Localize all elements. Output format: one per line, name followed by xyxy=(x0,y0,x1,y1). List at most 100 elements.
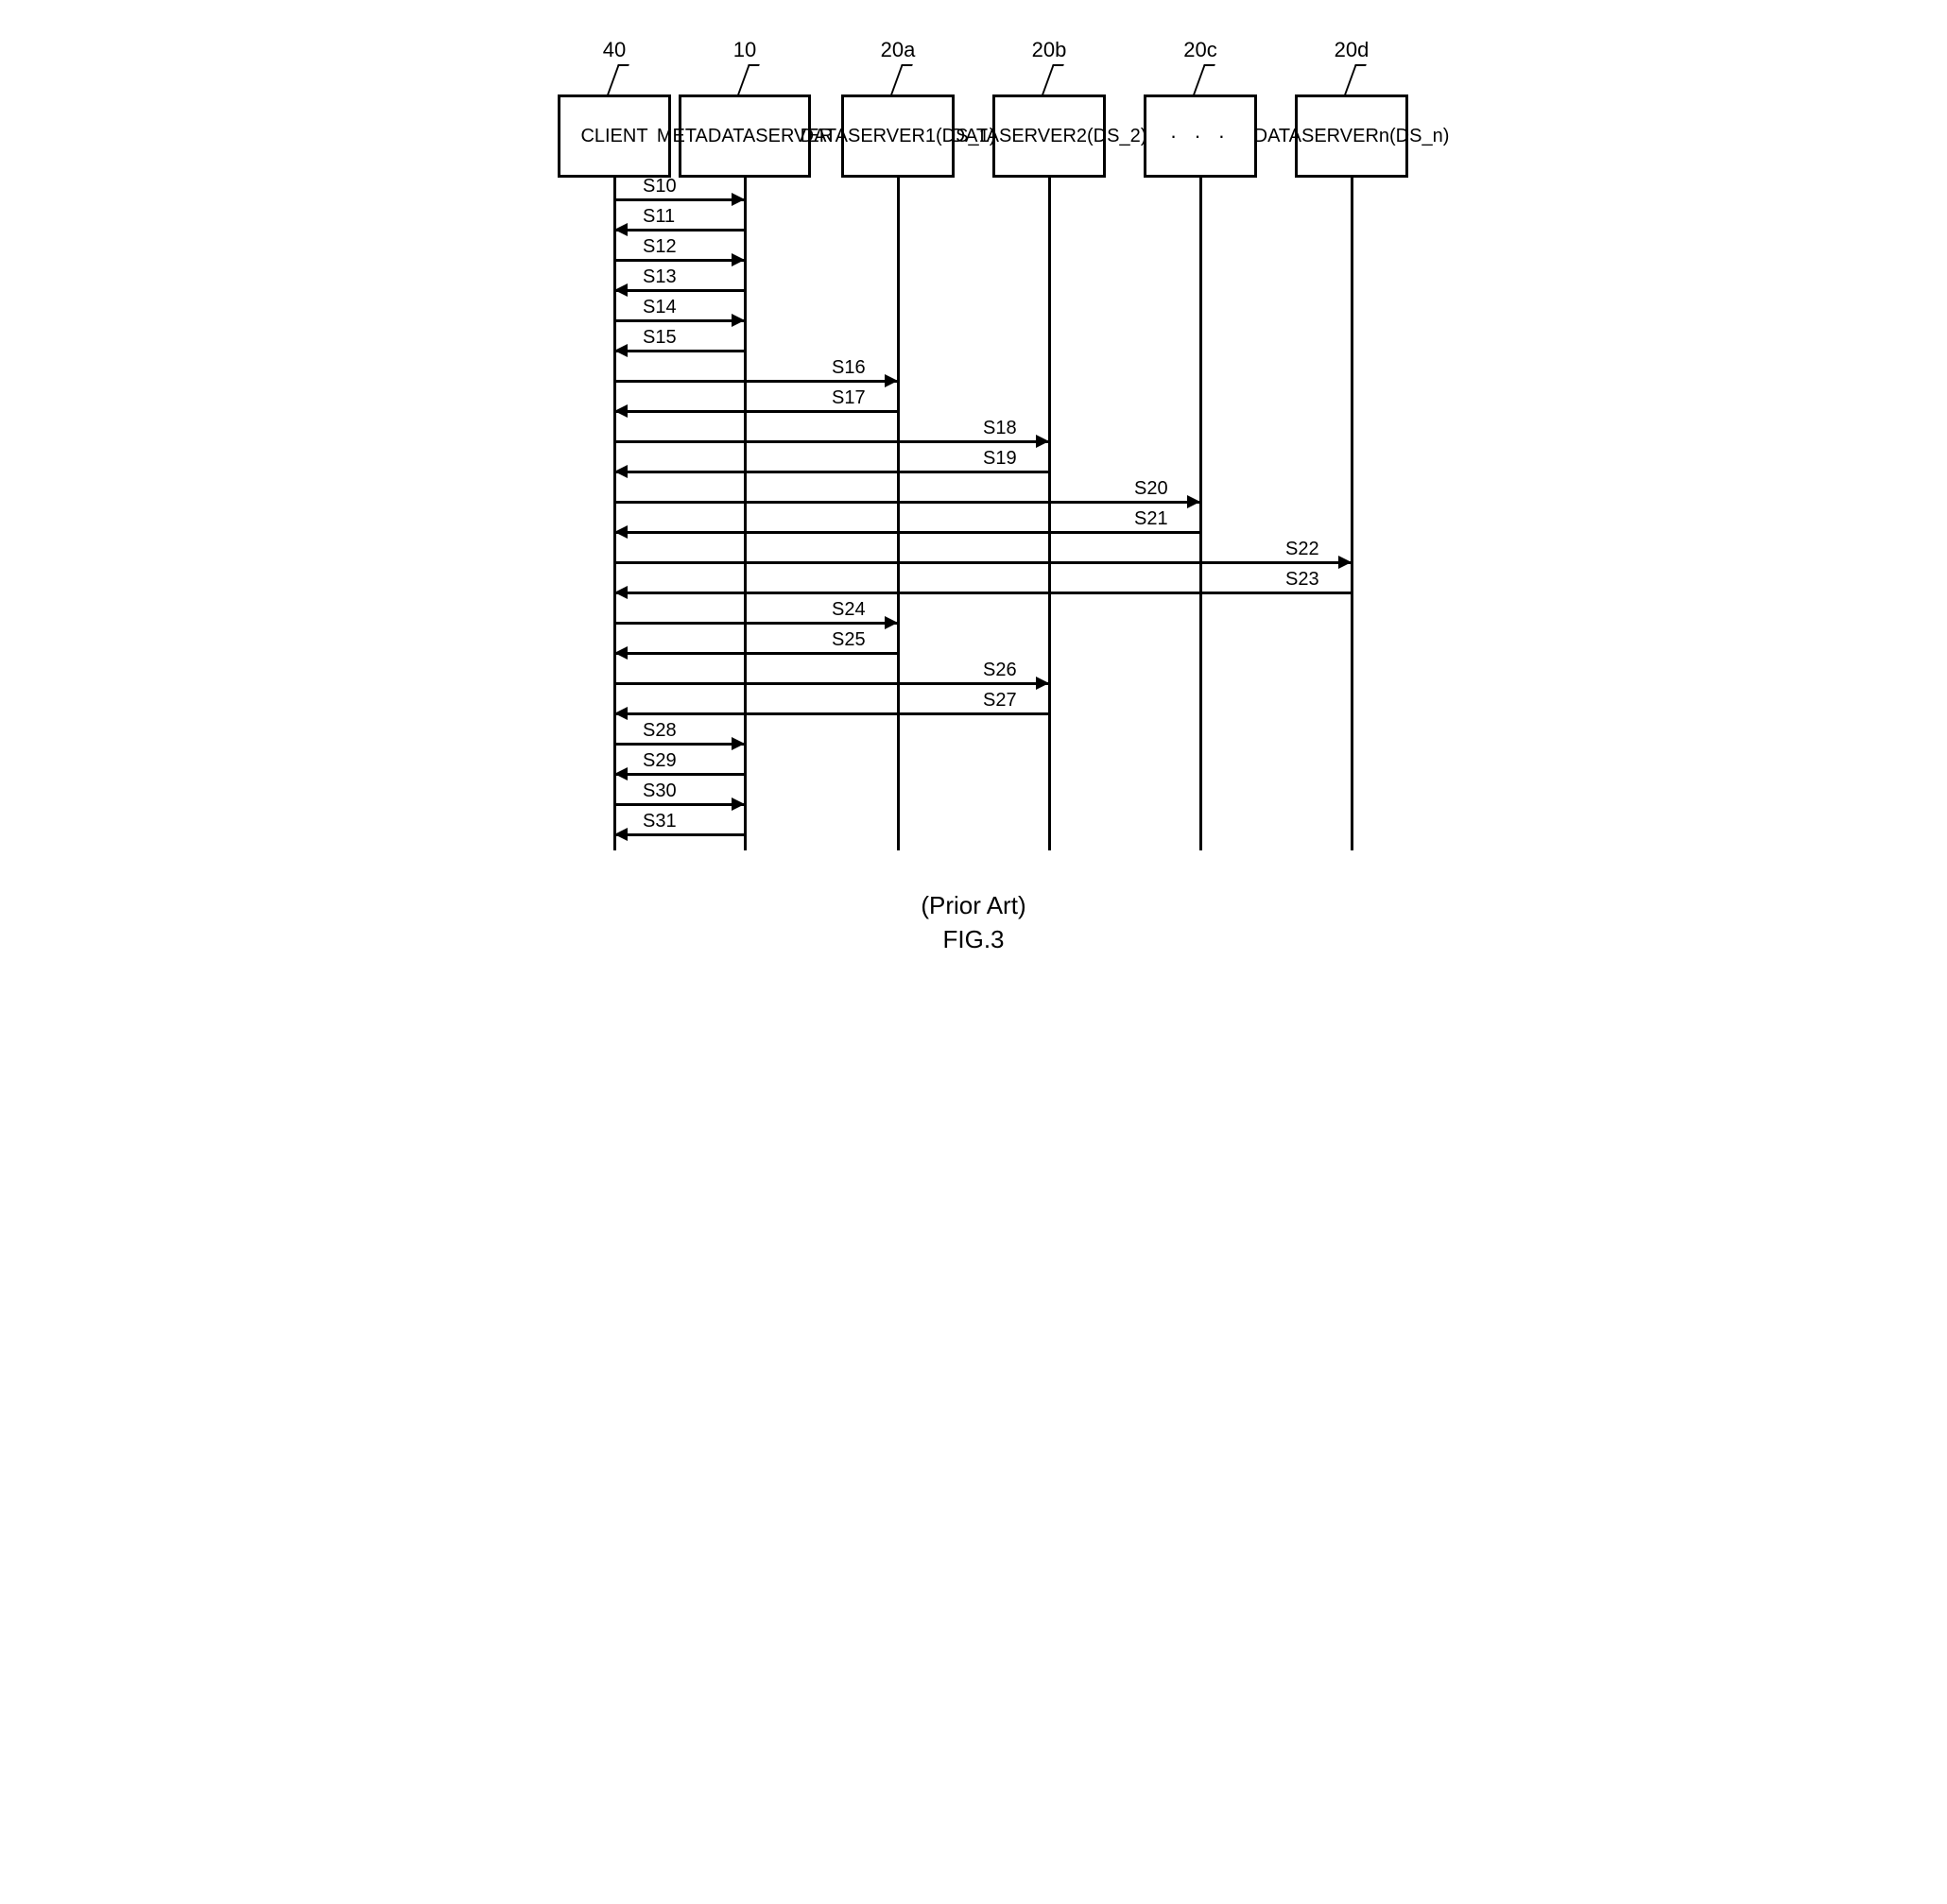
lifeline-ds2 xyxy=(1048,178,1051,850)
ref-tick-dsn xyxy=(1344,64,1367,94)
message-label-S19: S19 xyxy=(983,448,1017,470)
message-label-S25: S25 xyxy=(832,629,866,651)
message-S23 xyxy=(614,592,1352,594)
participant-label-line: n(DS_n) xyxy=(1379,125,1449,147)
participant-ds1: DATASERVER1(DS_1) xyxy=(841,94,955,178)
message-label-S10: S10 xyxy=(643,176,677,197)
lifeline-dsdots xyxy=(1199,178,1202,850)
message-label-S21: S21 xyxy=(1134,508,1168,530)
ref-tick-metadata xyxy=(737,64,760,94)
arrow-right-icon xyxy=(885,616,898,629)
arrow-left-icon xyxy=(614,465,628,478)
message-S14 xyxy=(614,319,745,322)
arrow-right-icon xyxy=(1036,435,1049,448)
message-S26 xyxy=(614,682,1049,685)
lifeline-dsn xyxy=(1351,178,1353,850)
arrow-left-icon xyxy=(614,344,628,357)
ref-label-metadata: 10 xyxy=(726,38,764,62)
caption-fig-number: FIG.3 xyxy=(942,925,1004,953)
participant-label-line: SERVER xyxy=(1301,125,1379,147)
message-S15 xyxy=(614,350,745,352)
message-label-S15: S15 xyxy=(643,327,677,349)
arrow-right-icon xyxy=(1338,556,1352,569)
participant-client: CLIENT xyxy=(558,94,671,178)
message-S21 xyxy=(614,531,1200,534)
message-label-S12: S12 xyxy=(643,236,677,258)
message-label-S28: S28 xyxy=(643,720,677,742)
message-label-S13: S13 xyxy=(643,266,677,288)
message-S17 xyxy=(614,410,898,413)
message-label-S24: S24 xyxy=(832,599,866,621)
message-S18 xyxy=(614,440,1049,443)
message-label-S20: S20 xyxy=(1134,478,1168,500)
message-S12 xyxy=(614,259,745,262)
message-S27 xyxy=(614,712,1049,715)
arrow-right-icon xyxy=(885,374,898,387)
participant-ds2: DATASERVER2(DS_2) xyxy=(992,94,1106,178)
message-S13 xyxy=(614,289,745,292)
message-label-S17: S17 xyxy=(832,387,866,409)
message-S20 xyxy=(614,501,1200,504)
message-S28 xyxy=(614,743,745,746)
message-label-S29: S29 xyxy=(643,750,677,772)
arrow-left-icon xyxy=(614,707,628,720)
message-S10 xyxy=(614,198,745,201)
message-S29 xyxy=(614,773,745,776)
arrow-right-icon xyxy=(732,737,745,750)
message-label-S23: S23 xyxy=(1285,569,1319,591)
ref-label-dsdots: 20c xyxy=(1181,38,1219,62)
arrow-right-icon xyxy=(732,798,745,811)
message-label-S31: S31 xyxy=(643,811,677,832)
participant-label-line: DATA xyxy=(1254,125,1301,147)
arrow-left-icon xyxy=(614,223,628,236)
ref-label-client: 40 xyxy=(595,38,633,62)
participant-metadata: METADATASERVER xyxy=(679,94,811,178)
message-S30 xyxy=(614,803,745,806)
arrow-right-icon xyxy=(732,314,745,327)
message-label-S18: S18 xyxy=(983,418,1017,439)
message-S22 xyxy=(614,561,1352,564)
arrow-right-icon xyxy=(1187,495,1200,508)
message-label-S16: S16 xyxy=(832,357,866,379)
message-S19 xyxy=(614,471,1049,473)
ref-tick-client xyxy=(607,64,629,94)
lifeline-client xyxy=(613,178,616,850)
message-S25 xyxy=(614,652,898,655)
ref-tick-dsdots xyxy=(1193,64,1215,94)
ref-tick-ds1 xyxy=(890,64,913,94)
arrow-right-icon xyxy=(732,193,745,206)
arrow-left-icon xyxy=(614,586,628,599)
participant-label-line: METADATA xyxy=(657,125,755,147)
ref-tick-ds2 xyxy=(1042,64,1064,94)
ref-label-ds2: 20b xyxy=(1030,38,1068,62)
arrow-left-icon xyxy=(614,828,628,841)
participant-dots: · · · xyxy=(1170,124,1231,148)
participant-label-line: SERVER xyxy=(999,125,1077,147)
participant-label-line: DATA xyxy=(952,125,999,147)
arrow-left-icon xyxy=(614,525,628,539)
participant-dsn: DATASERVERn(DS_n) xyxy=(1295,94,1408,178)
message-label-S30: S30 xyxy=(643,780,677,802)
figure-caption: (Prior Art) FIG.3 xyxy=(19,888,1928,957)
message-S11 xyxy=(614,229,745,232)
message-label-S14: S14 xyxy=(643,297,677,318)
participant-label-line: 2(DS_2) xyxy=(1077,125,1146,147)
message-S16 xyxy=(614,380,898,383)
arrow-left-icon xyxy=(614,767,628,780)
participant-label-line: SERVER xyxy=(848,125,925,147)
arrow-left-icon xyxy=(614,283,628,297)
participant-label-line: DATA xyxy=(801,125,848,147)
arrow-right-icon xyxy=(1036,677,1049,690)
message-label-S11: S11 xyxy=(643,206,675,228)
arrow-left-icon xyxy=(614,404,628,418)
message-label-S22: S22 xyxy=(1285,539,1319,560)
message-S24 xyxy=(614,622,898,625)
arrow-right-icon xyxy=(732,253,745,266)
lifeline-ds1 xyxy=(897,178,900,850)
participant-label-line: CLIENT xyxy=(580,125,647,147)
caption-prior-art: (Prior Art) xyxy=(921,891,1025,919)
arrow-left-icon xyxy=(614,646,628,660)
message-S31 xyxy=(614,833,745,836)
ref-label-dsn: 20d xyxy=(1333,38,1370,62)
ref-label-ds1: 20a xyxy=(879,38,917,62)
